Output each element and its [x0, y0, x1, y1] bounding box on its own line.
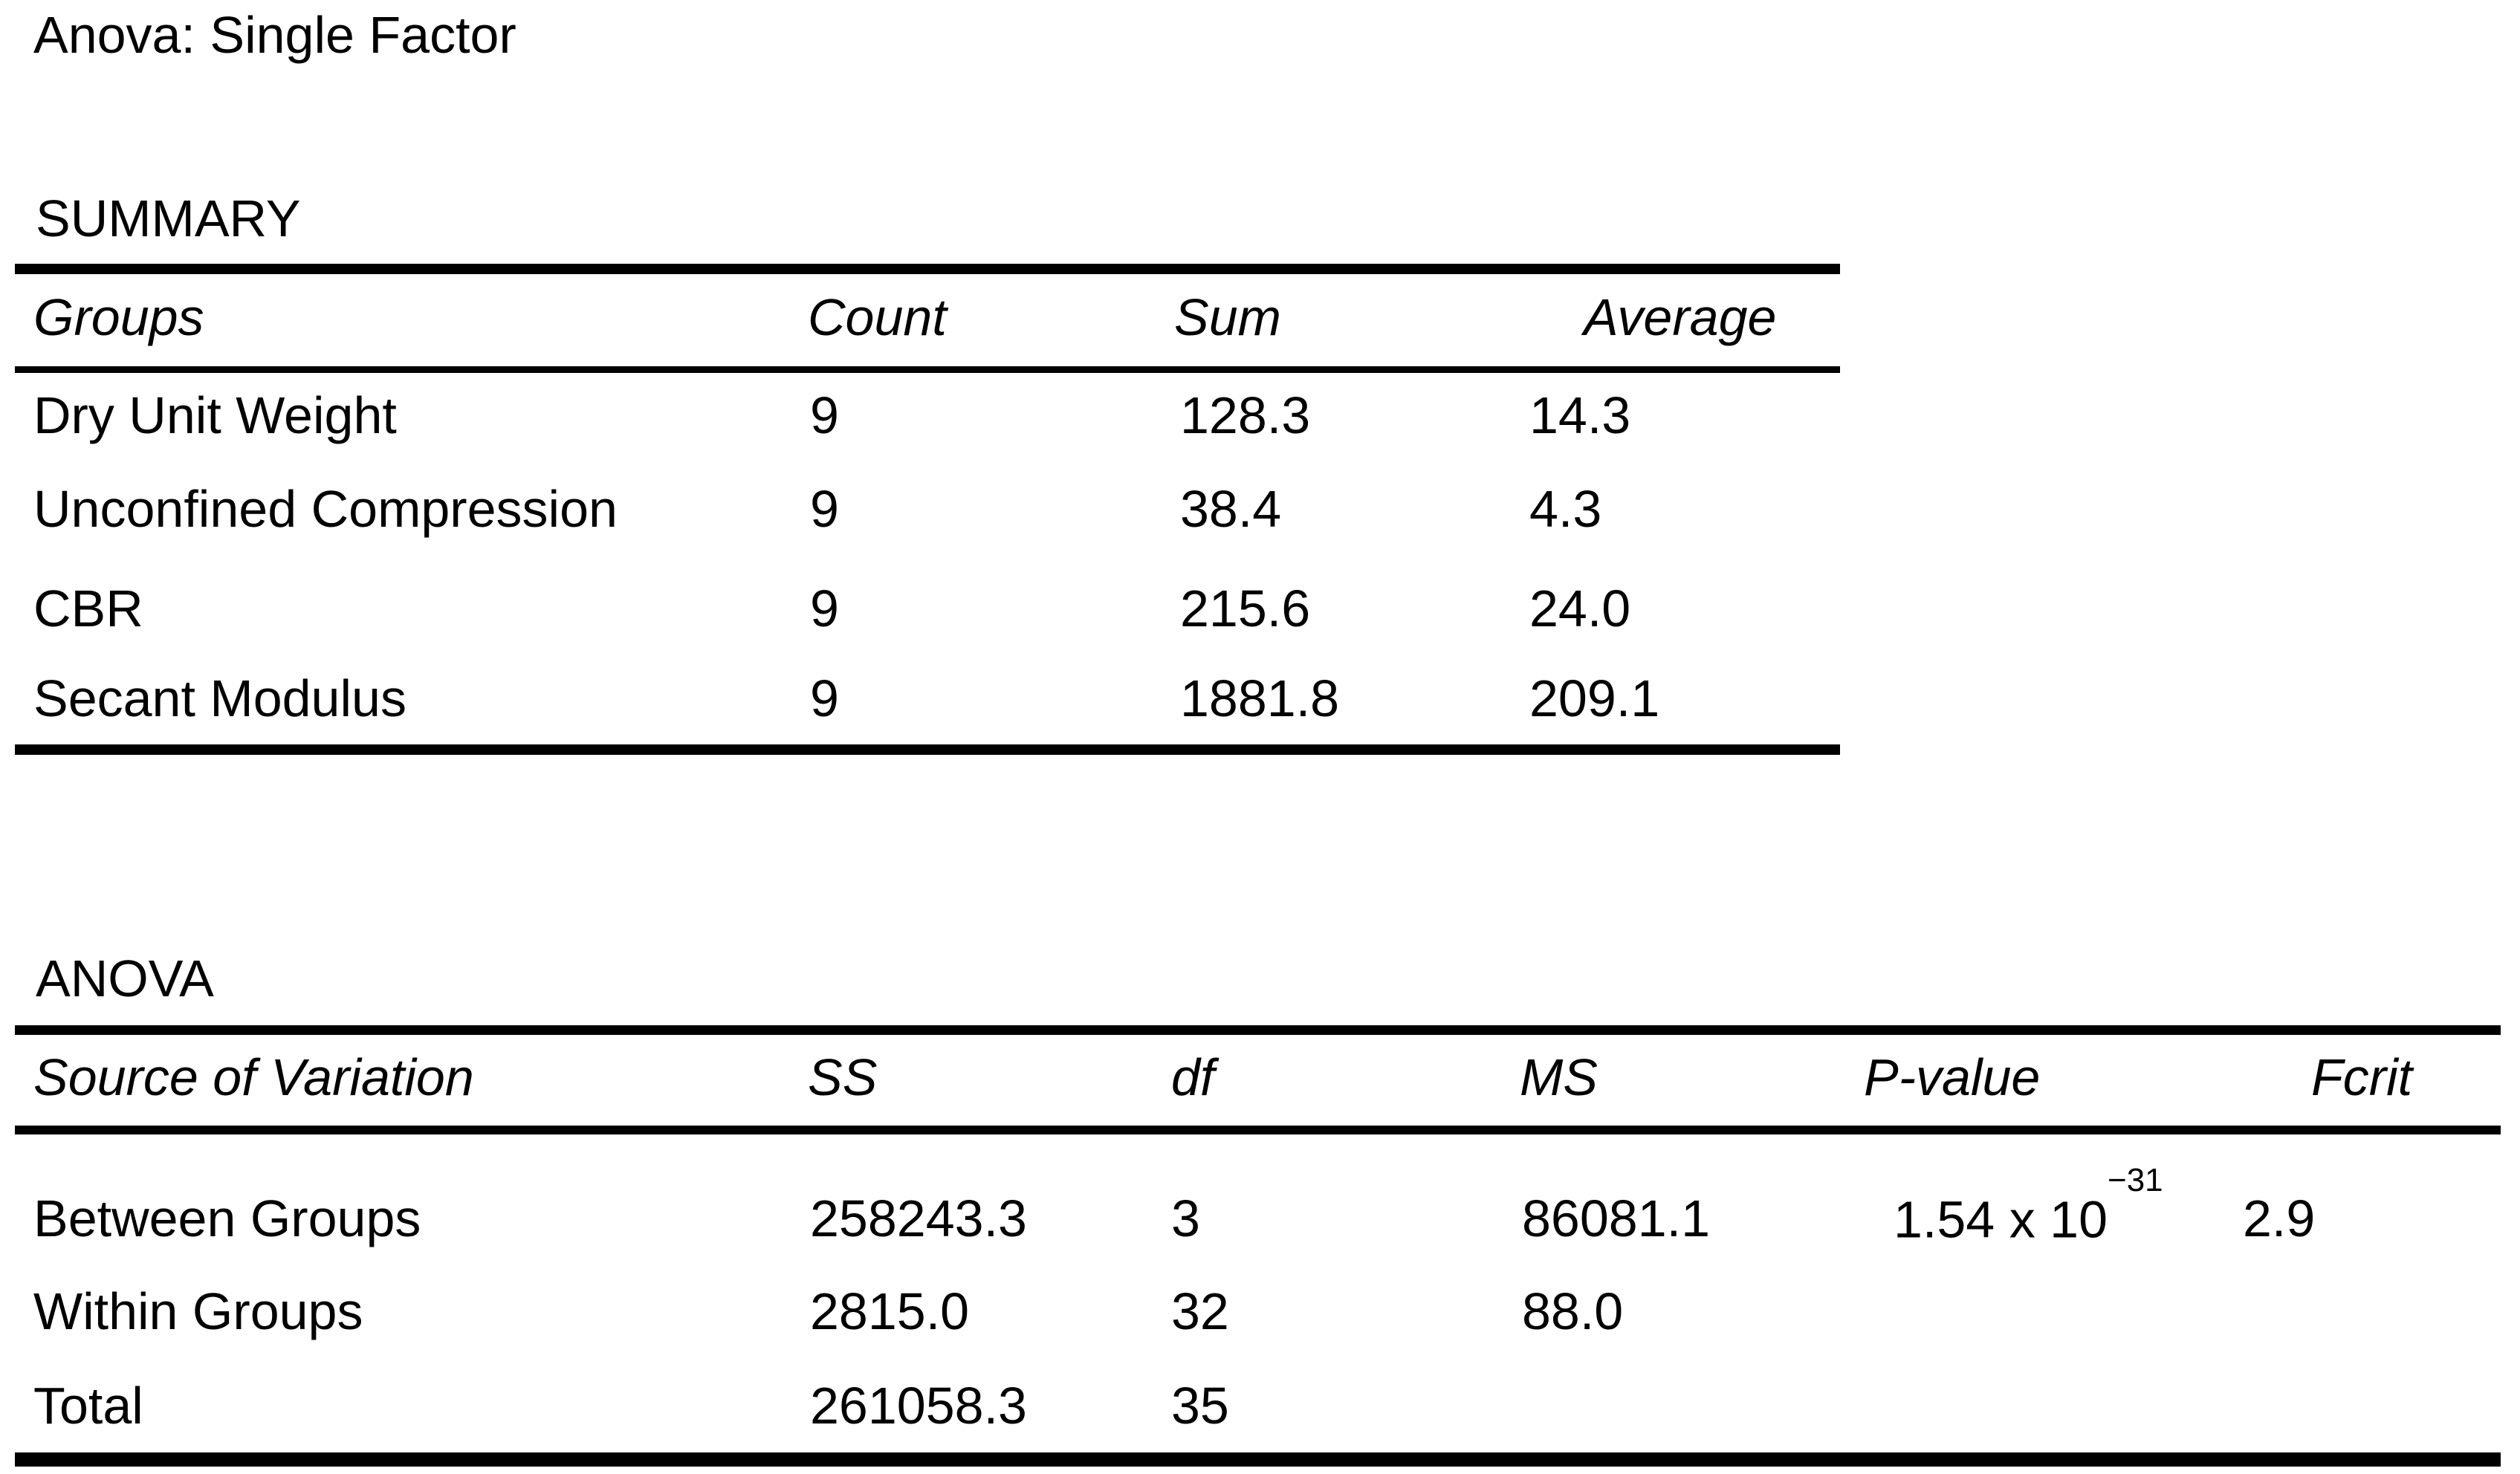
summary-cell-count: 9: [810, 386, 839, 444]
anova-section-heading: ANOVA: [36, 949, 214, 1007]
summary-cell-sum: 128.3: [1180, 386, 1311, 444]
anova-cell-ms: 88.0: [1522, 1282, 1624, 1340]
anova-bottom-rule: [15, 1452, 2501, 1467]
summary-cell-average: 14.3: [1529, 386, 1631, 444]
anova-table-row: Total 261058.3 35: [0, 1380, 2520, 1450]
summary-cell-group: CBR: [33, 579, 143, 637]
summary-table-row: Dry Unit Weight 9 128.3 14.3: [0, 389, 2520, 460]
summary-section-heading: SUMMARY: [36, 189, 301, 247]
summary-table-row: CBR 9 215.6 24.0: [0, 582, 2520, 653]
summary-cell-sum: 38.4: [1180, 480, 1282, 538]
anova-col-header-p-value: P-value: [1864, 1048, 2041, 1106]
anova-header-row: Source of Variation SS df MS P-value Fcr…: [0, 1051, 2520, 1122]
anova-cell-ss: 2815.0: [810, 1282, 970, 1340]
summary-cell-count: 9: [810, 480, 839, 538]
summary-cell-count: 9: [810, 579, 839, 637]
summary-col-header-sum: Sum: [1174, 288, 1281, 346]
anova-table-row: Between Groups 258243.3 3 86081.1 1.54 x…: [0, 1164, 2520, 1263]
anova-cell-f-crit: 2.9: [2243, 1189, 2316, 1247]
anova-cell-source: Between Groups: [33, 1189, 421, 1247]
anova-cell-df: 35: [1171, 1377, 1229, 1435]
anova-table-row: Within Groups 2815.0 32 88.0: [0, 1285, 2520, 1356]
summary-cell-average: 24.0: [1529, 579, 1631, 637]
summary-cell-average: 4.3: [1529, 480, 1602, 538]
summary-header-row: Groups Count Sum Average: [0, 291, 2520, 362]
p-value-exponent: −31: [2108, 1162, 2163, 1198]
summary-col-header-average: Average: [1584, 288, 1777, 346]
anova-col-header-df: df: [1171, 1048, 1215, 1106]
summary-cell-group: Dry Unit Weight: [33, 386, 397, 444]
anova-top-rule: [15, 1025, 2501, 1035]
summary-cell-average: 209.1: [1529, 669, 1660, 727]
summary-cell-count: 9: [810, 669, 839, 727]
anova-col-header-ms: MS: [1520, 1048, 1598, 1106]
anova-cell-source: Total: [33, 1377, 143, 1435]
summary-col-header-count: Count: [808, 288, 947, 346]
anova-col-header-source: Source of Variation: [33, 1048, 474, 1106]
anova-cell-ss: 258243.3: [810, 1189, 1027, 1247]
summary-cell-group: Unconfined Compression: [33, 480, 618, 538]
anova-cell-p-value: 1.54 x 10−31: [1894, 1164, 2163, 1249]
summary-header-rule: [15, 366, 1840, 373]
summary-cell-group: Secant Modulus: [33, 669, 406, 727]
anova-cell-ss: 261058.3: [810, 1377, 1027, 1435]
summary-table-row: Unconfined Compression 9 38.4 4.3: [0, 483, 2520, 553]
anova-cell-source: Within Groups: [33, 1282, 363, 1340]
anova-cell-df: 32: [1171, 1282, 1229, 1340]
anova-cell-df: 3: [1171, 1189, 1200, 1247]
anova-cell-ms: 86081.1: [1522, 1189, 1711, 1247]
anova-col-header-ss: SS: [808, 1048, 878, 1106]
p-value-base: 1.54 x 10: [1894, 1190, 2108, 1249]
anova-header-rule: [15, 1126, 2501, 1134]
anova-col-header-f-crit: Fcrit: [2311, 1048, 2413, 1106]
report-title: Anova: Single Factor: [33, 6, 516, 64]
summary-cell-sum: 215.6: [1180, 579, 1311, 637]
summary-cell-sum: 1881.8: [1180, 669, 1340, 727]
summary-col-header-groups: Groups: [33, 288, 204, 346]
summary-bottom-rule: [15, 744, 1840, 755]
summary-table-row: Secant Modulus 9 1881.8 209.1: [0, 672, 2520, 743]
summary-top-rule: [15, 264, 1840, 274]
